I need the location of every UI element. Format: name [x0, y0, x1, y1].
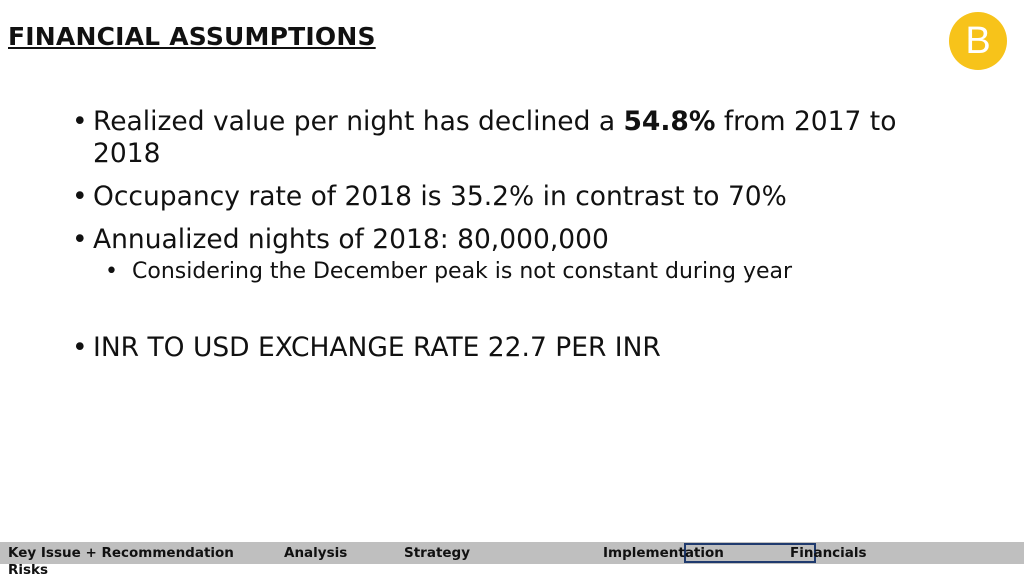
bullet: INR TO USD EXCHANGE RATE 22.7 PER INR	[72, 332, 932, 364]
nav-bar	[0, 542, 1024, 564]
sub-bullet: Considering the December peak is not con…	[105, 258, 932, 286]
nav-item[interactable]: Analysis	[284, 545, 348, 561]
text: Realized value per night has declined a	[93, 106, 624, 137]
slide-title: FINANCIAL ASSUMPTIONS	[8, 22, 376, 51]
text: Occupancy rate of 2018 is 35.2% in contr…	[93, 181, 787, 212]
nav-item[interactable]: Implementation	[603, 545, 724, 561]
text: INR TO USD EXCHANGE RATE 22.7 PER INR	[93, 332, 661, 363]
bold-text: 54.8%	[623, 106, 716, 137]
nav-item[interactable]: Risks	[8, 562, 49, 578]
nav-item[interactable]: Key Issue + Recommendation	[8, 545, 234, 561]
text: Considering the December peak is not con…	[132, 259, 793, 284]
text: from 2017 to 2018	[93, 106, 897, 169]
bullet-list: Realized value per night has declined a …	[72, 106, 932, 375]
nav-item[interactable]: Financials	[790, 545, 867, 561]
nav-highlight	[684, 543, 816, 563]
logo: B	[949, 12, 1007, 70]
bullet: Occupancy rate of 2018 is 35.2% in contr…	[72, 181, 932, 213]
bullet: Annualized nights of 2018: 80,000,000	[72, 224, 932, 256]
nav-item[interactable]: Strategy	[404, 545, 471, 561]
text: Annualized nights of 2018: 80,000,000	[93, 224, 609, 255]
bullet: Realized value per night has declined a …	[72, 106, 932, 170]
